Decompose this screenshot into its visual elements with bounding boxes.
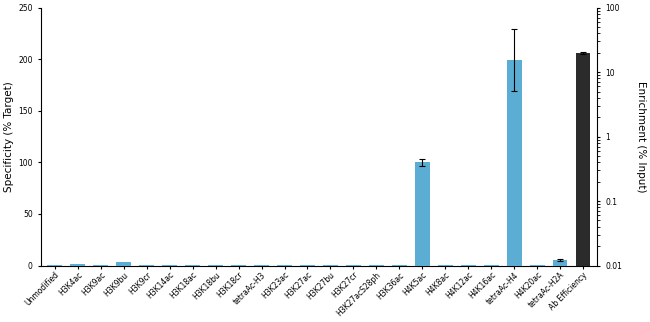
Bar (506, 60, 521, 266)
Bar (116, 262, 131, 266)
Bar (70, 264, 85, 266)
Bar (552, 260, 567, 266)
Bar (415, 162, 430, 266)
Bar (575, 53, 590, 322)
Y-axis label: Specificity (% Target): Specificity (% Target) (4, 81, 14, 192)
Y-axis label: Enrichment (% Input): Enrichment (% Input) (636, 81, 646, 192)
